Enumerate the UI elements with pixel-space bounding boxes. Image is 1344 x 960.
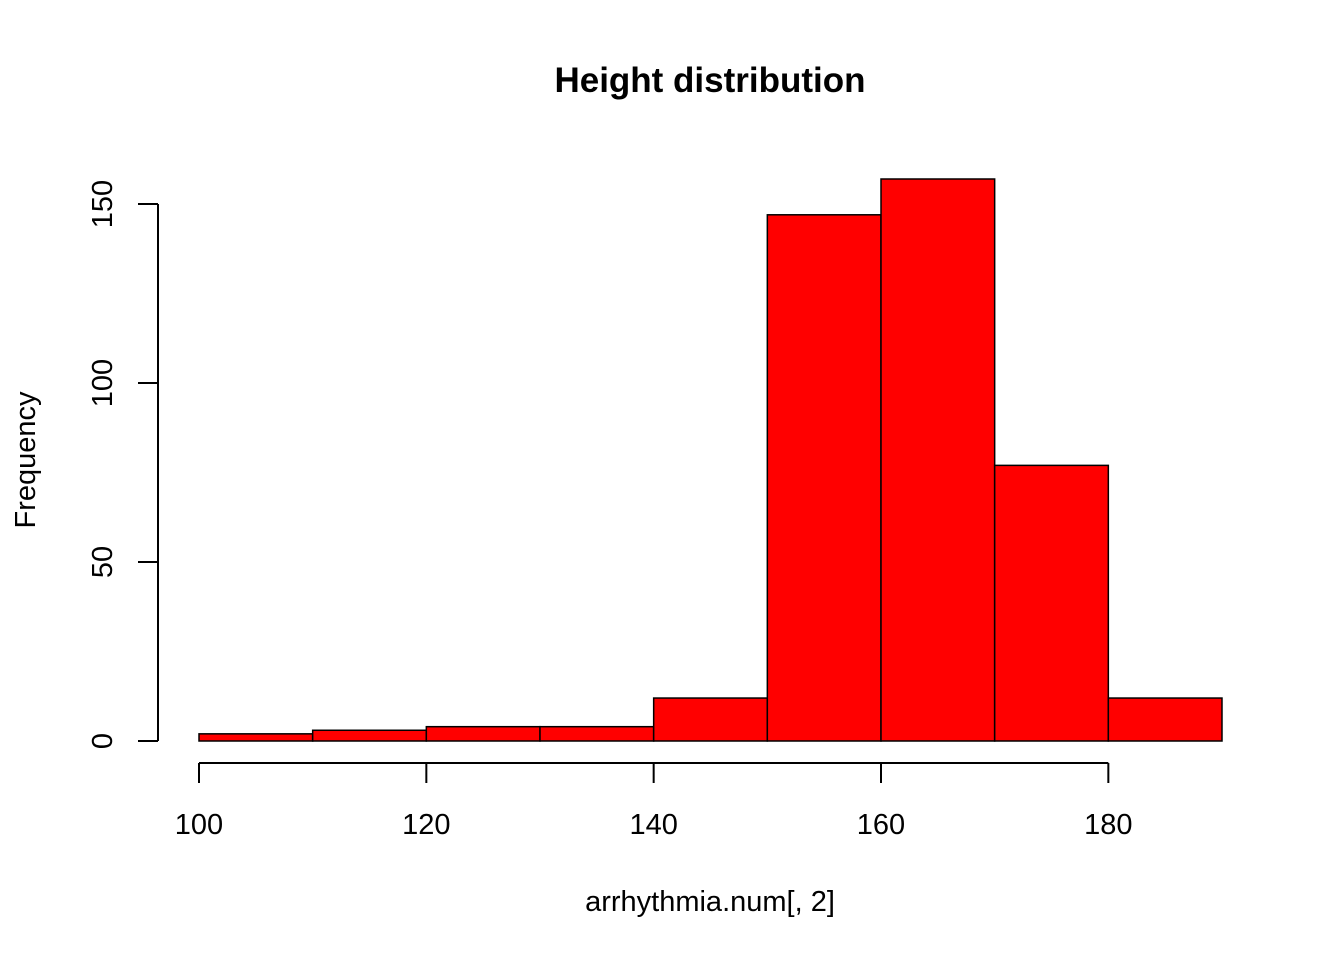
y-axis-label: Frequency bbox=[10, 391, 42, 529]
x-tick-label: 100 bbox=[175, 809, 223, 841]
x-tick-label: 140 bbox=[629, 809, 677, 841]
y-tick-label: 50 bbox=[87, 546, 119, 578]
histogram-bar bbox=[766, 214, 882, 742]
histogram-bar bbox=[311, 729, 428, 742]
x-tick-label: 160 bbox=[857, 809, 905, 841]
histogram-bar bbox=[880, 178, 996, 742]
histogram-bar bbox=[425, 725, 541, 742]
histogram-bar bbox=[198, 733, 314, 742]
histogram-bar bbox=[1107, 697, 1223, 742]
y-tick-label: 100 bbox=[87, 359, 119, 407]
histogram-bar bbox=[652, 697, 769, 742]
x-axis-label: arrhythmia.num[, 2] bbox=[585, 886, 835, 918]
bars-group bbox=[198, 178, 1223, 742]
x-axis: 100 120 140 160 180 bbox=[175, 762, 1133, 841]
y-axis: 0 50 100 150 bbox=[87, 180, 159, 749]
histogram-bar bbox=[539, 725, 655, 742]
x-tick-label: 180 bbox=[1084, 809, 1132, 841]
chart-title: Height distribution bbox=[554, 61, 865, 100]
y-tick-label: 0 bbox=[87, 733, 119, 749]
x-tick-label: 120 bbox=[402, 809, 450, 841]
histogram-bar bbox=[993, 464, 1110, 742]
y-tick-label: 150 bbox=[87, 180, 119, 228]
